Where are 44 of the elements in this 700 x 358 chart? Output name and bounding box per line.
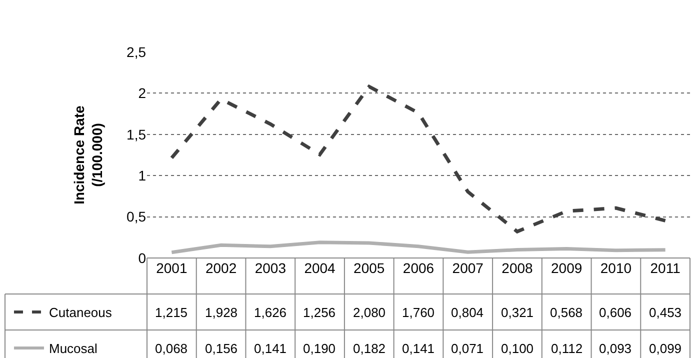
x-tick-label: 2004 — [304, 260, 336, 276]
x-tick-label: 2010 — [600, 260, 632, 276]
x-tick-label: 2008 — [502, 260, 534, 276]
data-label: 1,215 — [155, 305, 188, 320]
data-label: 0,100 — [501, 341, 534, 356]
data-label: 1,928 — [205, 305, 238, 320]
data-label: 1,256 — [303, 305, 336, 320]
data-label: 0,068 — [155, 341, 188, 356]
y-tick-label: 0,5 — [126, 208, 146, 225]
y-tick-label: 1 — [138, 168, 146, 184]
data-label: 0,093 — [599, 341, 632, 356]
x-tick-label: 2011 — [650, 260, 681, 276]
data-label: 0,606 — [599, 305, 632, 320]
x-tick-label: 2006 — [402, 260, 434, 276]
legend-label: Mucosal — [49, 341, 98, 356]
x-tick-label: 2007 — [452, 260, 484, 276]
data-label: 0,141 — [402, 341, 435, 356]
y-tick-label: 0 — [138, 250, 146, 266]
x-tick-label: 2003 — [254, 260, 286, 276]
data-label: 0,190 — [303, 341, 336, 356]
data-label: 1,626 — [254, 305, 287, 320]
x-tick-label: 2009 — [551, 260, 582, 276]
y-tick-label: 1,5 — [126, 126, 146, 142]
data-label: 0,156 — [205, 341, 238, 356]
data-label: 0,804 — [451, 305, 484, 320]
x-tick-label: 2001 — [156, 260, 188, 276]
data-label: 1,760 — [402, 305, 435, 320]
data-label: 0,182 — [353, 341, 386, 356]
legend-label: Cutaneous — [49, 305, 112, 320]
data-label: 0,112 — [551, 341, 583, 356]
line-series — [170, 240, 668, 254]
data-label: 0,071 — [451, 341, 484, 356]
y-tick-label: 2,5 — [126, 44, 146, 60]
data-label: 0,321 — [501, 305, 534, 320]
data-label: 0,568 — [550, 305, 583, 320]
data-label: 2,080 — [353, 305, 386, 320]
data-label: 0,453 — [649, 305, 682, 320]
data-label: 0,141 — [254, 341, 287, 356]
y-tick-label: 2 — [138, 85, 146, 102]
x-tick-label: 2005 — [354, 260, 385, 276]
x-tick-label: 2002 — [205, 260, 237, 276]
data-label: 0,099 — [649, 341, 682, 356]
y-axis-title: Incidence Rate (/100.000) — [70, 105, 106, 204]
line-series — [170, 84, 668, 234]
